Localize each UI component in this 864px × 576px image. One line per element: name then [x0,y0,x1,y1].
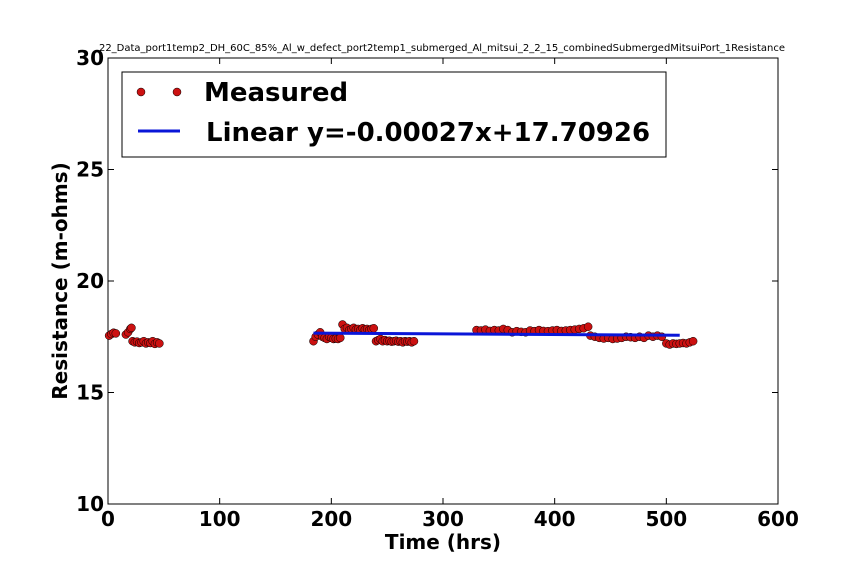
data-point [583,322,593,331]
x-tick-label: 200 [310,507,352,531]
legend-frame [121,71,667,158]
legend-label-measured: Measured [204,78,348,108]
data-point [369,324,379,333]
y-axis-label: Resistance (m-ohms) [48,162,72,399]
data-point [688,336,698,346]
x-tick-label: 0 [101,507,115,531]
data-point [111,329,121,338]
chart-title: 22_Data_port1temp2_DH_60C_85%_Al_w_defec… [99,43,785,54]
y-tick-label: 15 [76,381,104,405]
y-axis: 10 15 20 25 30 [76,46,778,516]
x-tick-label: 400 [534,507,576,531]
fit-line-segment [313,331,680,337]
linear-fit [313,331,680,337]
x-tick-label: 300 [422,507,464,531]
x-tick-label: 500 [645,507,687,531]
x-tick-label: 100 [199,507,241,531]
y-tick-label: 30 [76,46,104,70]
legend-marker-dot [136,87,146,97]
legend-label-linear: Linear y=-0.00027x+17.70926 [206,118,650,148]
y-tick-label: 10 [76,492,104,516]
data-point [127,323,136,333]
data-point [409,336,419,346]
data-point [155,339,164,348]
x-tick-label: 600 [757,507,799,531]
legend-marker-dot [172,87,182,97]
y-tick-label: 20 [76,269,104,293]
x-axis: 0 100 200 300 400 500 600 [101,58,799,531]
data-point [336,333,345,343]
x-axis-label: Time (hrs) [385,530,501,554]
y-tick-label: 25 [76,158,104,182]
legend: Measured Linear y=-0.00027x+17.70926 [121,71,667,158]
